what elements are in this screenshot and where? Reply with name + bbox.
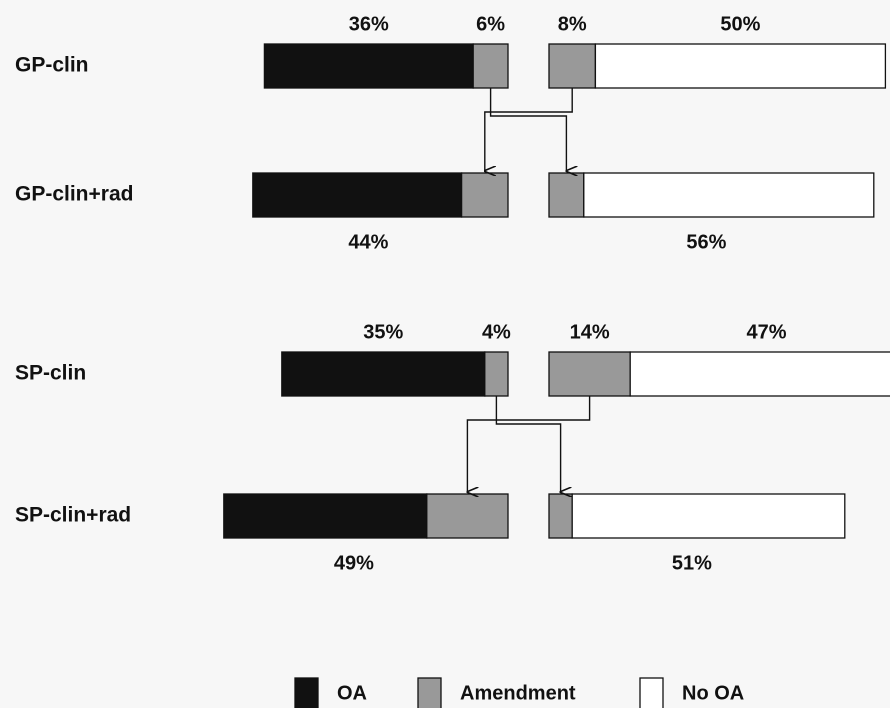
- data-label: 50%: [720, 13, 760, 35]
- bar-segment: [548, 351, 631, 397]
- row-label: SP-clin+rad: [15, 504, 131, 527]
- data-label: 47%: [746, 321, 786, 343]
- data-label: 14%: [570, 321, 610, 343]
- total-label: 51%: [672, 552, 712, 574]
- legend-swatch: [417, 677, 442, 708]
- bar-segment: [583, 172, 875, 218]
- bar-segment: [472, 43, 509, 89]
- bar-segment: [571, 493, 846, 539]
- bar-segment: [263, 43, 474, 89]
- bar-segment: [548, 172, 585, 218]
- arrow: [467, 396, 591, 492]
- data-label: 6%: [476, 13, 505, 35]
- bar-segment: [223, 493, 428, 539]
- bar-segment: [548, 493, 573, 539]
- data-label: 36%: [349, 13, 389, 35]
- total-label: 49%: [334, 552, 374, 574]
- data-label: 8%: [558, 13, 587, 35]
- bar-segment: [594, 43, 887, 89]
- bar-segment: [548, 43, 597, 89]
- bar-segment: [460, 172, 509, 218]
- bar-segment: [281, 351, 486, 397]
- bar-segment: [426, 493, 509, 539]
- legend-label: OA: [337, 682, 367, 704]
- arrow: [485, 88, 573, 171]
- arrow: [489, 88, 567, 171]
- data-label: 35%: [363, 321, 403, 343]
- total-label: 56%: [686, 231, 726, 253]
- legend-swatch: [294, 677, 319, 708]
- row-label: SP-clin: [15, 362, 86, 385]
- arrow: [495, 396, 560, 492]
- row-label: GP-clin: [15, 54, 89, 77]
- legend-swatch: [639, 677, 664, 708]
- bar-segment: [252, 172, 463, 218]
- bar-segment: [629, 351, 890, 397]
- bar-segment: [484, 351, 509, 397]
- total-label: 44%: [348, 231, 388, 253]
- legend-label: No OA: [682, 682, 744, 704]
- row-label: GP-clin+rad: [15, 183, 133, 206]
- data-label: 4%: [482, 321, 511, 343]
- legend-label: Amendment: [460, 682, 576, 704]
